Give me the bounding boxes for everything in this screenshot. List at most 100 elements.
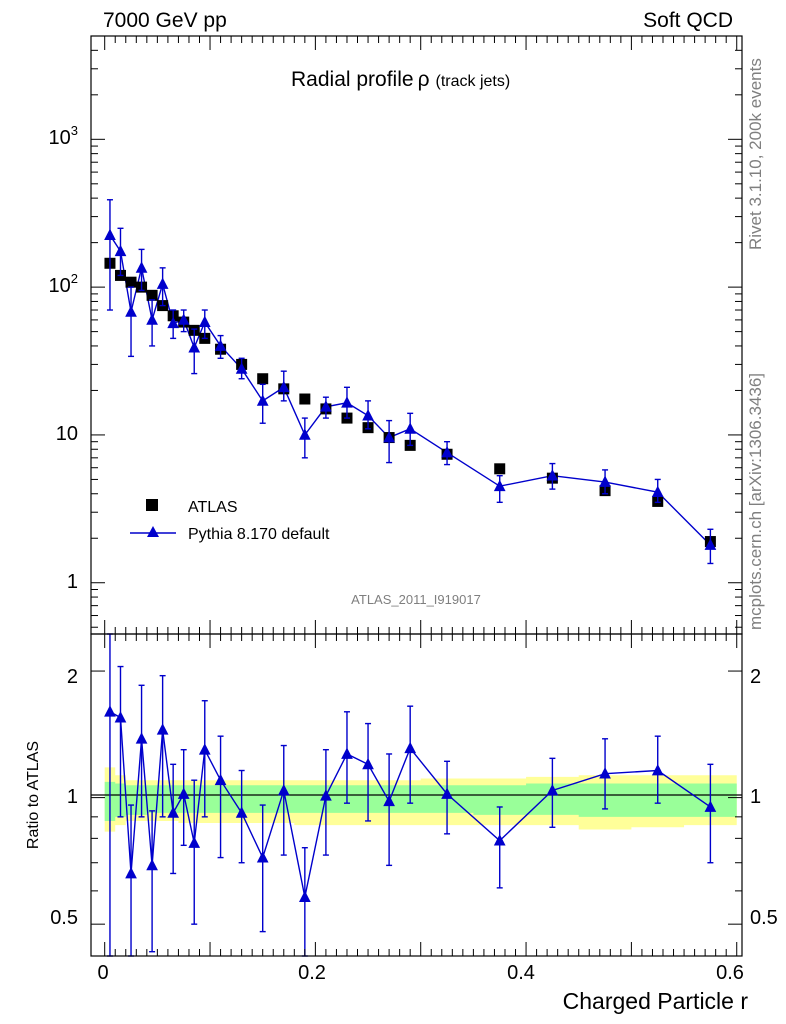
pythia-point [599, 475, 611, 487]
pythia-point [214, 339, 227, 351]
pythia-point [651, 485, 664, 498]
analysis-label: ATLAS_2011_I919017 [351, 592, 481, 607]
ratio-point [125, 866, 137, 879]
y-tick-label-1000-base: 10 [49, 127, 71, 149]
ratio-series-line [109, 711, 711, 898]
y-axis-title: Ratio to ATLAS [25, 741, 42, 849]
pythia-point [493, 479, 506, 492]
pythia-series-line [109, 234, 711, 546]
pythia-point [104, 228, 116, 240]
pythia-point [256, 394, 269, 406]
ratio-y-tick-label-right-2: 2 [750, 666, 761, 688]
header-left: 7000 GeV pp [103, 9, 227, 32]
pythia-point [341, 396, 353, 408]
pythia-point [383, 431, 395, 443]
main-title: Radial profile ρ (track jets) [291, 68, 510, 91]
ratio-point [599, 767, 611, 779]
ratio-point [341, 747, 353, 759]
pythia-point [114, 244, 127, 257]
legend-atlas-marker [146, 499, 158, 511]
ratio-point [114, 711, 127, 723]
y-tick-label-100: 102 [49, 271, 78, 297]
pythia-point [441, 446, 453, 458]
y-tick-label-100-exponent: 2 [71, 271, 78, 286]
ratio-y-tick-label-right-1: 1 [750, 786, 761, 808]
pythia-point [235, 362, 248, 374]
pythia-point [167, 316, 180, 329]
atlas-point [257, 373, 269, 385]
pythia-point [156, 277, 169, 289]
x-tick-label-0p4: 0.4 [507, 962, 535, 984]
legend-pythia-label: Pythia 8.170 default [188, 526, 330, 543]
header-right: Soft QCD [643, 9, 733, 32]
x-axis-title: Charged Particle r [563, 988, 749, 1014]
pythia-point [704, 538, 717, 550]
main-title-main: Radial profile [291, 68, 414, 91]
pythia-point [177, 313, 190, 325]
ratio-point [104, 705, 116, 717]
pythia-point [125, 305, 137, 317]
pythia-point [188, 341, 201, 353]
ratio-point [156, 723, 169, 735]
rivet-version-label: Rivet 3.1.10, 200k events [746, 58, 765, 250]
mcplots-reference-label: mcplots.cern.ch [arXiv:1306.3436] [746, 373, 765, 630]
ratio-point [546, 783, 559, 796]
ratio-y-tick-label-1: 1 [67, 786, 78, 808]
ratio-point [198, 743, 211, 755]
atlas-point [494, 463, 506, 475]
pythia-point [298, 428, 311, 440]
main-title-symbol: ρ [418, 68, 430, 91]
pythia-point [362, 409, 374, 421]
ratio-data-layer [104, 633, 717, 957]
main-title-suffix: (track jets) [436, 73, 511, 90]
ratio-point [493, 834, 506, 846]
main-frame [90, 35, 743, 635]
y-tick-label-1: 1 [67, 571, 78, 593]
ratio-point [651, 764, 664, 776]
main-data-layer [104, 199, 717, 565]
pythia-point [277, 380, 290, 393]
pythia-point [135, 261, 148, 273]
ratio-y-tick-label-0p5: 0.5 [50, 907, 78, 929]
x-tick-label-0: 0 [97, 962, 108, 984]
pythia-point [146, 313, 158, 325]
pythia-point [546, 469, 559, 481]
ratio-point [214, 773, 227, 786]
ratio-point [277, 783, 290, 796]
ratio-point [256, 851, 269, 863]
atlas-point [125, 276, 137, 288]
legend-pythia-marker [147, 526, 159, 537]
ratio-point [704, 800, 717, 812]
ratio-point [383, 794, 395, 807]
main-axis-ticks [91, 35, 742, 634]
pythia-point [404, 422, 417, 434]
atlas-point [299, 393, 311, 405]
main-panel: Radial profile ρ (track jets) 1 10 102 103… [49, 35, 743, 635]
x-tick-label-0p6: 0.6 [716, 962, 744, 984]
ratio-point [146, 858, 158, 871]
ratio-point [235, 806, 248, 818]
ratio-panel: 2 1 0.5 2 1 0.5 0 0.2 0.4 0.6 Charged Pa… [25, 633, 778, 1014]
legend-atlas-label: ATLAS [188, 499, 238, 516]
ratio-point [188, 836, 201, 848]
ratio-point [441, 787, 453, 799]
atlas-point [146, 289, 158, 301]
ratio-point [177, 787, 190, 799]
ratio-point [167, 806, 180, 818]
ratio-y-tick-label-2: 2 [67, 666, 78, 688]
x-tick-label-0p2: 0.2 [298, 962, 326, 984]
legend: ATLAS Pythia 8.170 default [130, 499, 330, 543]
ratio-point [298, 890, 311, 902]
ratio-point [135, 732, 148, 744]
y-tick-label-100-base: 10 [49, 275, 71, 297]
ratio-y-tick-label-right-0p5: 0.5 [750, 907, 778, 929]
pythia-point [198, 315, 211, 327]
y-tick-label-1000-exponent: 3 [71, 123, 78, 138]
ratio-point [362, 757, 374, 770]
ratio-frame [90, 633, 743, 957]
ratio-axis-ticks [91, 634, 742, 956]
y-tick-label-1000: 103 [49, 123, 78, 149]
ratio-point [404, 741, 417, 754]
ratio-point [320, 789, 332, 801]
